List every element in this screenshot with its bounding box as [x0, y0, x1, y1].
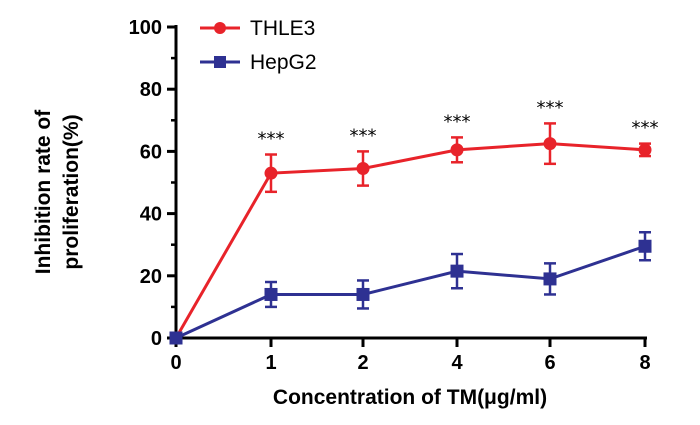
data-point: [450, 264, 464, 278]
data-point: [543, 272, 557, 286]
data-point: [543, 137, 557, 151]
legend-marker-hepg2: [214, 56, 226, 68]
x-tick-label: 2: [357, 352, 368, 374]
significance-label: ***: [350, 125, 377, 146]
data-point: [264, 287, 278, 301]
significance-label: ***: [537, 97, 564, 118]
y-axis-title-line2: proliferation(%): [60, 114, 83, 269]
y-axis-ticks: 0 20 40 60 80 100: [129, 17, 176, 350]
x-tick-label: 4: [451, 352, 463, 374]
series-line: [174, 142, 646, 339]
series-line: [175, 244, 646, 340]
significance-annotations: *** *** *** *** ***: [258, 97, 659, 149]
x-tick-label: 8: [639, 352, 650, 374]
series-thle3: [169, 122, 652, 345]
x-tick-label: 6: [544, 352, 555, 374]
y-tick-label: 20: [140, 266, 162, 288]
y-tick-label: 60: [140, 141, 162, 163]
legend: THLE3 HepG2: [200, 17, 317, 74]
legend-marker-thle3: [214, 22, 226, 34]
data-point: [450, 143, 464, 157]
axes: [174, 25, 647, 340]
data-point: [356, 162, 370, 176]
y-axis-title-line1: Inhibition rate of: [32, 109, 55, 274]
x-tick-label: 0: [170, 352, 181, 374]
y-tick-label: 80: [140, 79, 162, 101]
series-hepg2: [169, 231, 652, 345]
x-axis-ticks: 0 1 2 4 6 8: [170, 338, 651, 374]
data-point: [638, 239, 652, 253]
significance-label: ***: [258, 129, 285, 150]
data-point: [169, 331, 183, 345]
x-tick-label: 1: [265, 352, 276, 374]
x-axis-title: Concentration of TM(μg/ml): [273, 386, 547, 409]
y-tick-label: 100: [129, 17, 162, 39]
significance-label: ***: [632, 118, 659, 139]
series-layer: [169, 122, 652, 345]
y-tick-label: 40: [140, 204, 162, 226]
y-tick-label: 0: [151, 328, 162, 350]
significance-label: ***: [444, 111, 471, 132]
data-point: [264, 166, 278, 180]
data-point: [356, 287, 370, 301]
legend-label-thle3: THLE3: [250, 17, 315, 40]
legend-label-hepg2: HepG2: [250, 51, 317, 74]
data-point: [638, 143, 652, 157]
